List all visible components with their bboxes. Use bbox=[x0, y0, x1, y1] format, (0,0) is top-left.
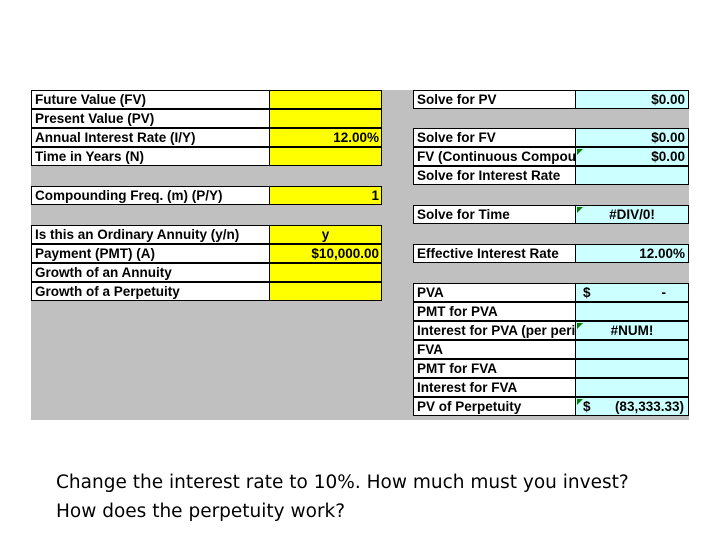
label-pmt-fva: PMT for FVA bbox=[413, 359, 576, 378]
comment-marker-icon bbox=[577, 399, 583, 405]
label-interest-fva: Interest for FVA bbox=[413, 378, 576, 397]
input-time-years[interactable] bbox=[269, 147, 382, 166]
label-ordinary-annuity: Is this an Ordinary Annuity (y/n) bbox=[31, 225, 270, 244]
label-growth-annuity: Growth of an Annuity bbox=[31, 263, 270, 282]
comment-marker-icon bbox=[577, 207, 583, 213]
output-pva-currency: $ bbox=[583, 285, 591, 300]
label-effective-rate: Effective Interest Rate bbox=[413, 244, 576, 263]
label-pv-perpetuity: PV of Perpetuity bbox=[413, 397, 576, 416]
label-solve-pv: Solve for PV bbox=[413, 90, 576, 109]
caption-line-2: How does the perpetuity work? bbox=[56, 501, 346, 522]
caption-line-1: Change the interest rate to 10%. How muc… bbox=[56, 472, 629, 493]
output-solve-time-value: #DIV/0! bbox=[609, 207, 655, 222]
output-fv-continuous-value: $0.00 bbox=[651, 149, 685, 164]
output-fva[interactable] bbox=[575, 340, 689, 359]
output-pv-perpetuity-currency: $ bbox=[583, 399, 591, 414]
output-pva-amount: - bbox=[661, 285, 667, 300]
input-payment[interactable]: $10,000.00 bbox=[269, 244, 382, 263]
label-compounding-freq: Compounding Freq. (m) (P/Y) bbox=[31, 186, 270, 205]
label-time-years: Time in Years (N) bbox=[31, 147, 270, 166]
output-fv-continuous[interactable]: $0.00 bbox=[575, 147, 689, 166]
output-solve-time[interactable]: #DIV/0! bbox=[575, 205, 689, 224]
output-interest-pva-value: #NUM! bbox=[610, 323, 654, 338]
input-compounding-freq[interactable]: 1 bbox=[269, 186, 382, 205]
input-future-value[interactable] bbox=[269, 90, 382, 109]
label-fv-continuous: FV (Continuous Compounding) bbox=[413, 147, 576, 166]
label-present-value: Present Value (PV) bbox=[31, 109, 270, 128]
output-pva[interactable]: $ - bbox=[575, 283, 689, 302]
label-solve-time: Solve for Time bbox=[413, 205, 576, 224]
label-payment: Payment (PMT) (A) bbox=[31, 244, 270, 263]
label-growth-perpetuity: Growth of a Perpetuity bbox=[31, 282, 270, 301]
label-solve-fv: Solve for FV bbox=[413, 128, 576, 147]
output-solve-pv[interactable]: $0.00 bbox=[575, 90, 689, 109]
input-ordinary-annuity[interactable]: y bbox=[269, 225, 382, 244]
label-pva: PVA bbox=[413, 283, 576, 302]
output-solve-interest-rate[interactable] bbox=[575, 166, 689, 185]
output-effective-rate[interactable]: 12.00% bbox=[575, 244, 689, 263]
output-solve-fv[interactable]: $0.00 bbox=[575, 128, 689, 147]
output-pv-perpetuity-amount: (83,333.33) bbox=[614, 399, 684, 414]
label-future-value: Future Value (FV) bbox=[31, 90, 270, 109]
slide-caption: Change the interest rate to 10%. How muc… bbox=[56, 468, 696, 526]
input-growth-annuity[interactable] bbox=[269, 263, 382, 282]
comment-marker-icon bbox=[577, 149, 583, 155]
input-present-value[interactable] bbox=[269, 109, 382, 128]
label-interest-rate: Annual Interest Rate (I/Y) bbox=[31, 128, 270, 147]
input-interest-rate[interactable]: 12.00% bbox=[269, 128, 382, 147]
output-interest-pva[interactable]: #NUM! bbox=[575, 321, 689, 340]
output-pmt-pva[interactable] bbox=[575, 302, 689, 321]
label-solve-interest-rate: Solve for Interest Rate bbox=[413, 166, 576, 185]
output-pv-perpetuity[interactable]: $ (83,333.33) bbox=[575, 397, 689, 416]
label-interest-pva: Interest for PVA (per period) bbox=[413, 321, 576, 340]
comment-marker-icon bbox=[577, 323, 583, 329]
label-pmt-pva: PMT for PVA bbox=[413, 302, 576, 321]
output-interest-fva[interactable] bbox=[575, 378, 689, 397]
input-growth-perpetuity[interactable] bbox=[269, 282, 382, 301]
output-pmt-fva[interactable] bbox=[575, 359, 689, 378]
label-fva: FVA bbox=[413, 340, 576, 359]
